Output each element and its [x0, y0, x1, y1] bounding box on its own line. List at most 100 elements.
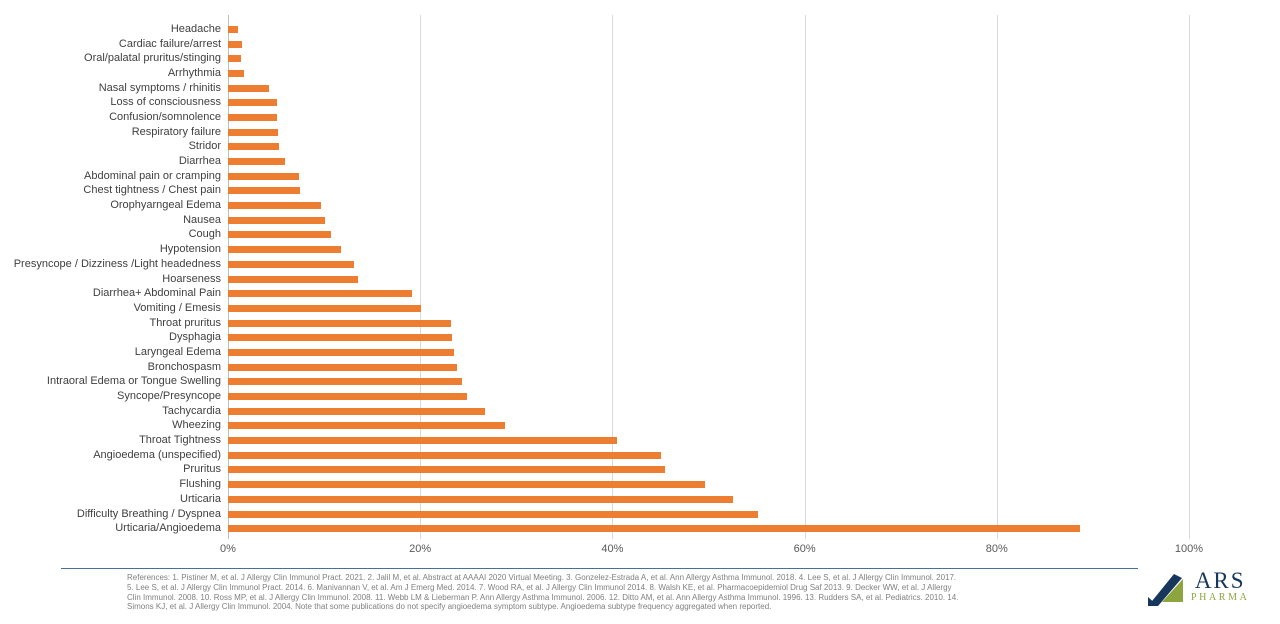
bar-track: [228, 216, 1189, 224]
category-label: Vomiting / Emesis: [133, 301, 221, 314]
bar-track: [228, 25, 1189, 33]
bar: [228, 363, 457, 371]
bar-track: [228, 260, 1189, 268]
x-tick-label: 100%: [1174, 543, 1204, 555]
bar-track: [228, 143, 1189, 151]
category-label: Confusion/somnolence: [109, 110, 221, 123]
bar-track: [228, 437, 1189, 445]
bar: [228, 187, 301, 195]
category-label: Tachycardia: [162, 404, 221, 417]
bar-track: [228, 128, 1189, 136]
category-label: Hoarseness: [162, 272, 221, 285]
bar: [228, 422, 505, 430]
bar-track: [228, 481, 1189, 489]
bar-track: [228, 158, 1189, 166]
category-label: Nasal symptoms / rhinitis: [98, 81, 221, 94]
bar-row: Angioedema (unspecified): [0, 448, 1189, 463]
bar-track: [228, 231, 1189, 239]
category-label: Flushing: [179, 478, 221, 491]
bar-track: [228, 451, 1189, 459]
category-label: Respiratory failure: [131, 125, 221, 138]
category-label: Stridor: [188, 140, 221, 153]
bar-row: Throat pruritus: [0, 316, 1189, 331]
bar: [228, 407, 485, 415]
bar: [228, 290, 412, 298]
references-line: Simons KJ, et al. J Allergy Clin Immunol…: [127, 602, 772, 612]
bar-row: Nasal symptoms / rhinitis: [0, 81, 1189, 96]
x-tick-label: 80%: [985, 543, 1008, 555]
bar-row: Pruritus: [0, 463, 1189, 478]
bar-row: Difficulty Breathing / Dyspnea: [0, 507, 1189, 522]
bar-track: [228, 172, 1189, 180]
bar-row: Vomiting / Emesis: [0, 301, 1189, 316]
category-label: Bronchospasm: [147, 360, 221, 373]
bar-track: [228, 510, 1189, 518]
bar-track: [228, 378, 1189, 386]
bar: [228, 348, 454, 356]
bar-track: [228, 466, 1189, 474]
category-label: Orophyarngeal Edema: [110, 199, 221, 212]
references-line: 5. Lee S, et al. J Allergy Clin Immunol …: [127, 582, 952, 592]
gridline-60%: [804, 15, 806, 539]
x-tick-label: 40%: [601, 543, 624, 555]
bar-row: Laryngeal Edema: [0, 345, 1189, 360]
bar-row: Syncope/Presyncope: [0, 389, 1189, 404]
bar: [228, 304, 422, 312]
bar-row: Chest tightness / Chest pain: [0, 184, 1189, 199]
bar: [228, 246, 342, 254]
bar-row: Tachycardia: [0, 404, 1189, 419]
bar-track: [228, 275, 1189, 283]
bar-track: [228, 187, 1189, 195]
category-label: Urticaria: [180, 492, 221, 505]
category-label: Chest tightness / Chest pain: [83, 184, 221, 197]
category-label: Urticaria/Angioedema: [115, 522, 221, 535]
bar: [228, 466, 666, 474]
bar-row: Urticaria/Angioedema: [0, 521, 1189, 536]
bar-track: [228, 304, 1189, 312]
bar: [228, 84, 270, 92]
bar-row: Flushing: [0, 477, 1189, 492]
bar: [228, 378, 463, 386]
category-label: Difficulty Breathing / Dyspnea: [76, 507, 221, 520]
bar: [228, 55, 242, 63]
bar: [228, 113, 277, 121]
bar-track: [228, 407, 1189, 415]
bar-row: Hypotension: [0, 242, 1189, 257]
ars-pharma-logo: ARS PHARMA: [1147, 569, 1257, 616]
category-label: Diarrhea+ Abdominal Pain: [92, 287, 221, 300]
bar-track: [228, 290, 1189, 298]
category-label: Wheezing: [172, 419, 221, 432]
category-label: Dysphagia: [169, 331, 221, 344]
bar-row: Confusion/somnolence: [0, 110, 1189, 125]
bar-row: Headache: [0, 22, 1189, 37]
logo-text: ARS PHARMA: [1191, 569, 1249, 603]
category-label: Throat Tightness: [139, 434, 221, 447]
category-label: Headache: [170, 22, 221, 35]
bar: [228, 319, 451, 327]
category-label: Pruritus: [183, 463, 221, 476]
bar-track: [228, 422, 1189, 430]
category-label: Hypotension: [159, 243, 221, 256]
category-label: Laryngeal Edema: [134, 345, 221, 358]
bar: [228, 216, 326, 224]
bar-track: [228, 495, 1189, 503]
bar-row: Urticaria: [0, 492, 1189, 507]
x-axis: 0% 20% 40% 60% 80% 100%: [220, 543, 1203, 559]
footer-divider-line: [61, 568, 1138, 569]
category-label: Diarrhea: [178, 155, 221, 168]
bar-track: [228, 334, 1189, 342]
bar-track: [228, 84, 1189, 92]
bar-track: [228, 319, 1189, 327]
bar-row: Respiratory failure: [0, 125, 1189, 140]
bar-track: [228, 40, 1189, 48]
category-label: Intraoral Edema or Tongue Swelling: [46, 375, 221, 388]
bar-row: Stridor: [0, 140, 1189, 155]
bar-track: [228, 393, 1189, 401]
bar-row: Diarrhea+ Abdominal Pain: [0, 286, 1189, 301]
bar: [228, 25, 238, 33]
bar: [228, 128, 278, 136]
gridline-20%: [420, 15, 422, 539]
bar-track: [228, 69, 1189, 77]
bar-row: Cardiac failure/arrest: [0, 37, 1189, 52]
